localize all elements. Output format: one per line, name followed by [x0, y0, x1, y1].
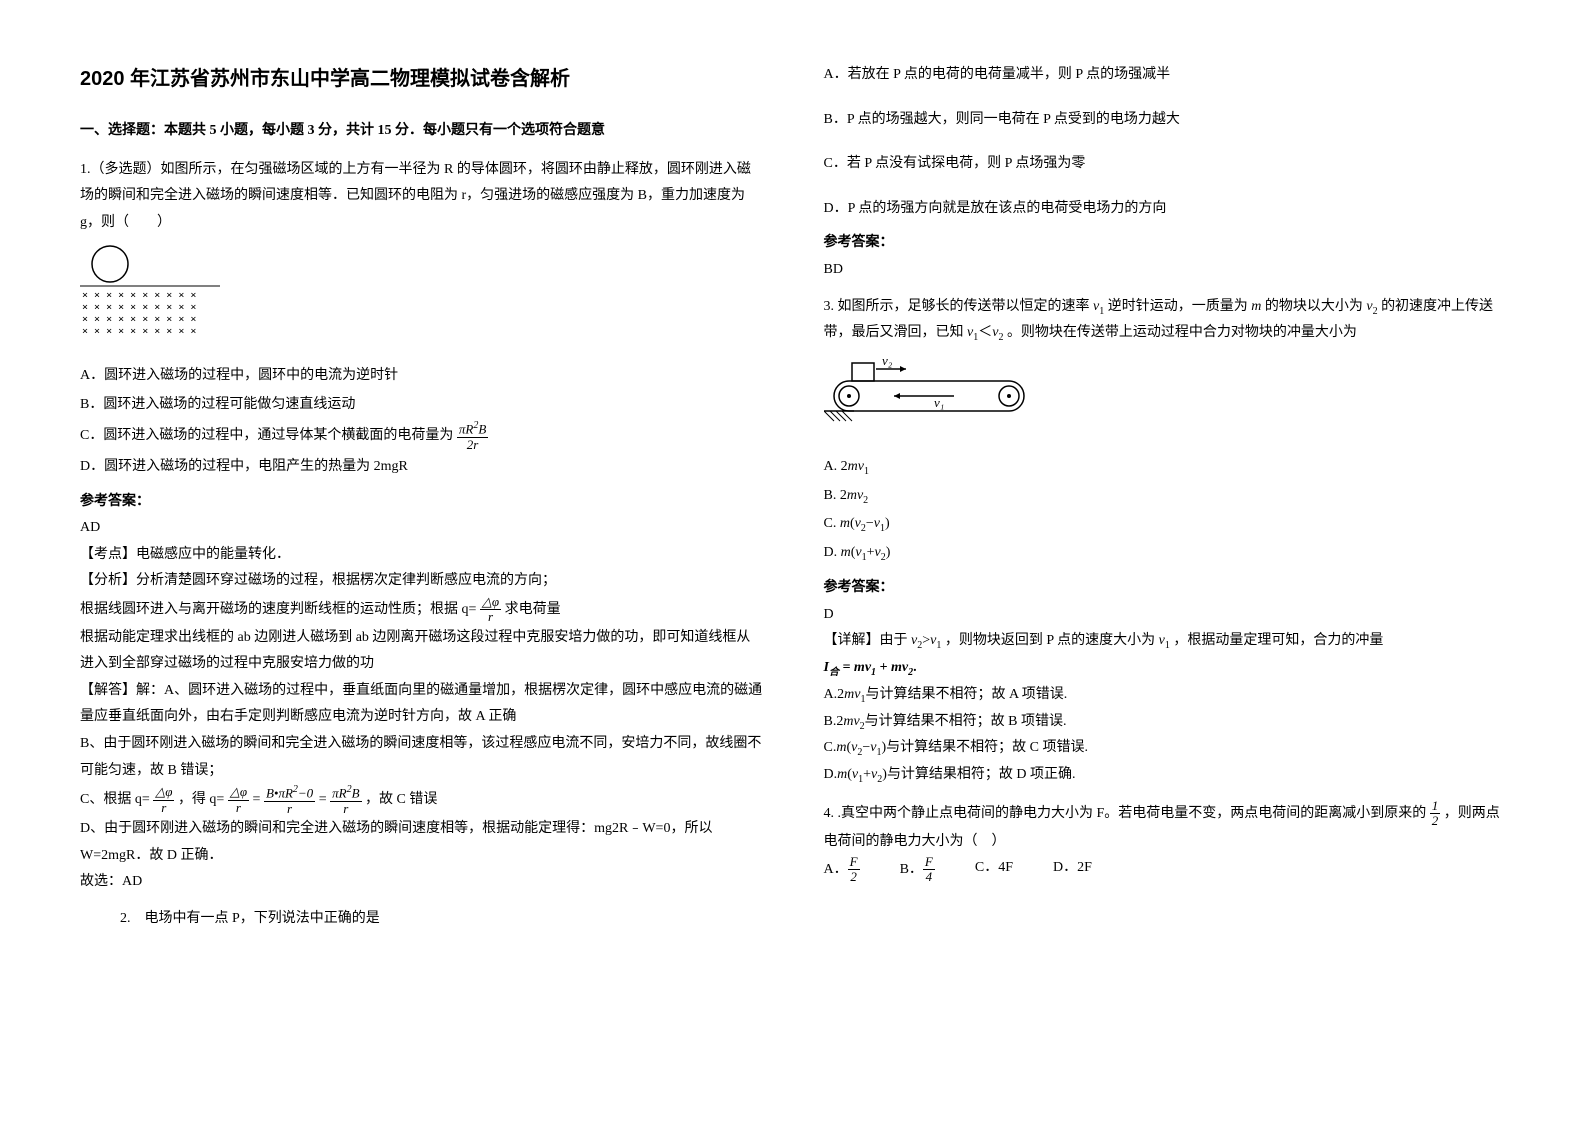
svg-text:v₁: v₁	[934, 395, 944, 410]
q2-opt-b: B．P 点的场强越大，则同一电荷在 P 点受到的电场力越大	[824, 107, 1508, 134]
q4-options: A．F2 B．F4 C．4F D．2F	[824, 855, 1508, 885]
q1-opt-a: A．圆环进入磁场的过程中，圆环中的电流为逆时针	[80, 363, 764, 390]
q3-opt-d: D. m(v1+v2)	[824, 540, 1508, 567]
q3-answer: D	[824, 602, 1508, 629]
question-2-stem: 2. 电场中有一点 P，下列说法中正确的是	[120, 906, 764, 933]
q3-answer-label: 参考答案：	[824, 575, 1508, 602]
q3-diagram: v₂ v₁	[824, 355, 1508, 446]
q2-opt-a: A．若放在 P 点的电荷的电荷量减半，则 P 点的场强减半	[824, 62, 1508, 89]
q1-opt-d: D．圆环进入磁场的过程中，电阻产生的热量为 2mgR	[80, 454, 764, 481]
svg-text:× × × × × × × × × ×: × × × × × × × × × ×	[82, 290, 196, 301]
svg-text:× × × × × × × × × ×: × × × × × × × × × ×	[82, 326, 196, 337]
q3-xjB: B.2mv2与计算结果不相符；故 B 项错误.	[824, 709, 1508, 736]
q4-opt-d: D．2F	[1053, 855, 1092, 885]
q3-opt-a: A. 2mv1	[824, 454, 1508, 481]
q3-xjA: A.2mv1与计算结果不相符；故 A 项错误.	[824, 682, 1508, 709]
svg-text:× × × × × × × × × ×: × × × × × × × × × ×	[82, 314, 196, 325]
svg-text:v₂: v₂	[882, 355, 893, 368]
q2-opt-c: C．若 P 点没有试探电荷，则 P 点场强为零	[824, 151, 1508, 178]
q4-stem: 4. .真空中两个静止点电荷间的静电力大小为 F。若电荷电量不变，两点电荷间的距…	[824, 799, 1508, 855]
q1-opt-b: B．圆环进入磁场的过程可能做匀速直线运动	[80, 392, 764, 419]
section-heading: 一、选择题：本题共 5 小题，每小题 3 分，共计 15 分．每小题只有一个选项…	[80, 118, 764, 145]
q2-answer: BD	[824, 257, 1508, 284]
q1-jiedaA: 【解答】解：A、圆环进入磁场的过程中，垂直纸面向里的磁通量增加，根据楞次定律，圆…	[80, 678, 764, 731]
q3-opt-c: C. m(v2−v1)	[824, 511, 1508, 538]
q1-diagram: × × × × × × × × × × × × × × × × × × × × …	[80, 244, 764, 355]
q3-opt-b: B. 2mv2	[824, 483, 1508, 510]
q1-opt-c-text: C．圆环进入磁场的过程中，通过导体某个横截面的电荷量为	[80, 428, 457, 443]
q1-answer: AD	[80, 515, 764, 542]
q4-opt-c: C．4F	[975, 855, 1013, 885]
q2-options: A．若放在 P 点的电荷的电荷量减半，则 P 点的场强减半 B．P 点的场强越大…	[824, 62, 1508, 222]
q1-fenxi3: 根据动能定理求出线框的 ab 边刚进人磁场到 ab 边刚离开磁场这段过程中克服安…	[80, 625, 764, 678]
q1-answer-label: 参考答案：	[80, 489, 764, 516]
q3-stem: 3. 如图所示，足够长的传送带以恒定的速率 v1 逆时针运动，一质量为 m 的物…	[824, 294, 1508, 348]
q1-jiedaC: C、根据 q= △φr ，得 q= △φr = B•πR2−0r = πR2Br…	[80, 784, 764, 816]
svg-text:× × × × × × × × × ×: × × × × × × × × × ×	[82, 302, 196, 313]
q1-stem: 1.（多选题）如图所示，在匀强磁场区域的上方有一半径为 R 的导体圆环，将圆环由…	[80, 157, 764, 237]
ring-field-svg: × × × × × × × × × × × × × × × × × × × × …	[80, 244, 220, 344]
belt-svg: v₂ v₁	[824, 355, 1034, 435]
q1-fenxi2: 根据线圆环进入与离开磁场的速度判断线框的运动性质；根据 q= △φr 求电荷量	[80, 595, 764, 625]
q4-opt-b: B．F4	[900, 855, 935, 885]
frac-1-2: 12	[1430, 799, 1441, 829]
q1-jiedaB: B、由于圆环刚进入磁场的瞬间和完全进入磁场的瞬间速度相等，该过程感应电流不同，安…	[80, 731, 764, 784]
q1-fenxi: 【分析】分析清楚圆环穿过磁场的过程，根据楞次定律判断感应电流的方向；	[80, 568, 764, 595]
question-3: 3. 如图所示，足够长的传送带以恒定的速率 v1 逆时针运动，一质量为 m 的物…	[824, 294, 1508, 789]
q3-formula: I合 = mv1 + mv2.	[824, 655, 1508, 682]
q3-xj: 【详解】由于 v2>v1 ，则物块返回到 P 点的速度大小为 v1 ，根据动量定…	[824, 628, 1508, 655]
q1-kaodian: 【考点】电磁感应中的能量转化．	[80, 542, 764, 569]
q3-xjC: C.m(v2−v1)与计算结果不相符；故 C 项错误.	[824, 735, 1508, 762]
q3-xjD: D.m(v1+v2)与计算结果相符；故 D 项正确.	[824, 762, 1508, 789]
q1-jiedaD: D、由于圆环刚进入磁场的瞬间和完全进入磁场的瞬间速度相等，根据动能定理得：mg2…	[80, 816, 764, 869]
q1-guxuan: 故选：AD	[80, 869, 764, 896]
left-column: 2020 年江苏省苏州市东山中学高二物理模拟试卷含解析 一、选择题：本题共 5 …	[80, 60, 764, 1062]
question-1: 1.（多选题）如图所示，在匀强磁场区域的上方有一半径为 R 的导体圆环，将圆环由…	[80, 157, 764, 896]
exam-title: 2020 年江苏省苏州市东山中学高二物理模拟试卷含解析	[80, 60, 764, 98]
frac-dphi-r: △φr	[480, 595, 501, 625]
q1-opt-c: C．圆环进入磁场的过程中，通过导体某个横截面的电荷量为 πR2B2r	[80, 420, 764, 452]
q2-opt-d: D．P 点的场强方向就是放在该点的电荷受电场力的方向	[824, 196, 1508, 223]
question-4: 4. .真空中两个静止点电荷间的静电力大小为 F。若电荷电量不变，两点电荷间的距…	[824, 799, 1508, 885]
frac-pir2b-2r: πR2B2r	[457, 420, 488, 452]
q4-opt-a: A．F2	[824, 855, 860, 885]
right-column: A．若放在 P 点的电荷的电荷量减半，则 P 点的场强减半 B．P 点的场强越大…	[824, 60, 1508, 1062]
q2-answer-label: 参考答案：	[824, 230, 1508, 257]
